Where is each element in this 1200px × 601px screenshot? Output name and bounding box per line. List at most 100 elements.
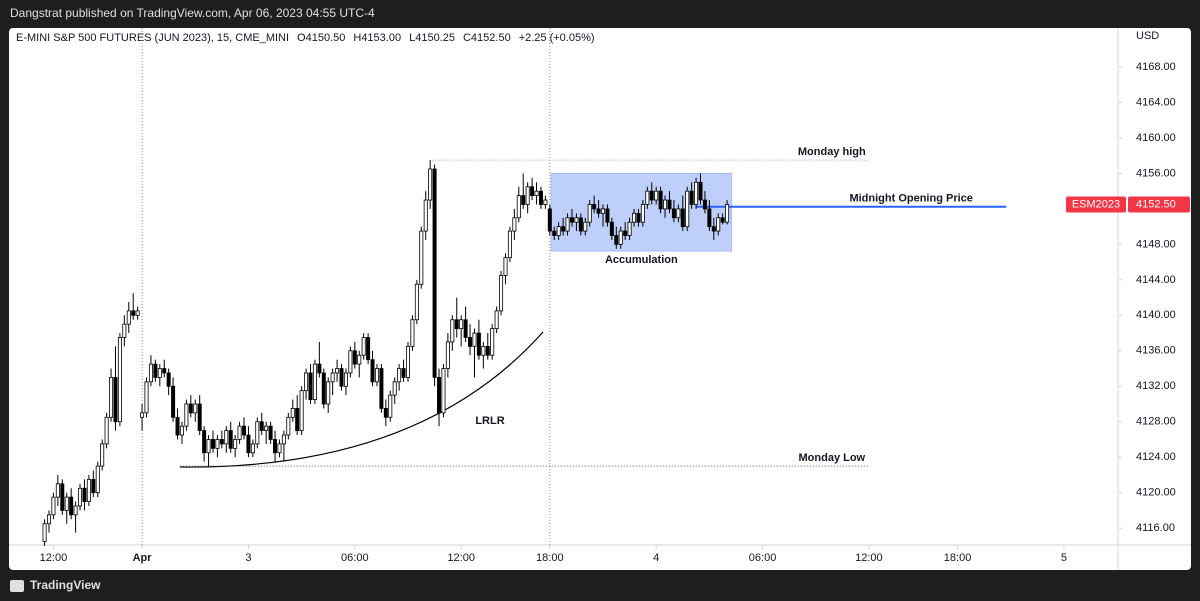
- candle-body: [122, 323, 127, 338]
- candle-body: [224, 430, 229, 445]
- candle-body: [157, 368, 162, 378]
- candle-body: [689, 190, 694, 205]
- candle-body: [228, 430, 233, 449]
- candle-body: [246, 434, 251, 454]
- candle-body: [317, 363, 322, 374]
- symbol-tag: [1066, 196, 1126, 213]
- candle-body: [525, 186, 530, 205]
- candle-body: [321, 372, 326, 405]
- candle-body: [632, 212, 637, 223]
- candle-body: [419, 230, 424, 285]
- candle-body: [538, 190, 543, 205]
- x-tick-label: 4: [653, 552, 659, 564]
- candle-body: [352, 350, 357, 365]
- candle-body: [671, 208, 676, 219]
- candle-body: [494, 310, 499, 330]
- candle-body: [649, 190, 654, 201]
- candle-body: [663, 199, 668, 210]
- candle-body: [379, 368, 384, 409]
- candle-body: [401, 368, 406, 378]
- candle-body: [521, 195, 526, 205]
- candle-body: [507, 230, 512, 259]
- candle-body: [410, 319, 415, 347]
- symbol-title: E-MINI S&P 500 FUTURES (JUN 2023), 15, C…: [16, 32, 289, 44]
- candle-body: [286, 416, 291, 436]
- curve-label: LRLR: [475, 415, 504, 427]
- candle-body: [242, 425, 247, 436]
- candle-body: [268, 425, 273, 440]
- candle-body: [645, 190, 650, 205]
- y-tick-label: 4148.00: [1136, 238, 1176, 250]
- candle-body: [47, 514, 52, 525]
- candle-body: [543, 199, 548, 205]
- candle-body: [468, 337, 473, 347]
- candle-body: [618, 230, 623, 245]
- candle-body: [193, 403, 198, 414]
- candle-body: [463, 319, 468, 338]
- candle-body: [60, 483, 65, 511]
- logo-icon: [10, 580, 24, 592]
- candle-body: [623, 230, 628, 236]
- candle-body: [335, 368, 340, 374]
- candle-body: [428, 168, 433, 201]
- candle-body: [640, 204, 645, 223]
- candle-body: [255, 421, 260, 445]
- candle-body: [485, 345, 490, 356]
- candle-body: [414, 283, 419, 321]
- candle-body: [86, 478, 91, 502]
- candle-body: [676, 208, 681, 219]
- lrlr-curve: [179, 331, 544, 468]
- ohlc-value: C4152.50: [463, 32, 511, 44]
- candle-body: [516, 195, 521, 219]
- candle-body: [64, 496, 69, 511]
- x-tick-label: 18:00: [944, 552, 972, 564]
- candle-body: [694, 181, 699, 205]
- candle-body: [219, 439, 224, 445]
- ohlc-value: O4150.50: [297, 32, 345, 44]
- candle-body: [561, 226, 566, 232]
- candle-body: [197, 403, 202, 432]
- legend: E-MINI S&P 500 FUTURES (JUN 2023), 15, C…: [16, 32, 595, 44]
- candle-body: [459, 319, 464, 330]
- candle-body: [299, 390, 304, 432]
- y-tick-label: 4140.00: [1136, 309, 1176, 321]
- last-price-tag: [1128, 196, 1190, 213]
- candle-body: [552, 230, 557, 236]
- candle-body: [264, 425, 269, 432]
- candle-body: [312, 363, 317, 400]
- annotation-label: Midnight Opening Price: [849, 193, 972, 205]
- x-tick-label: 18:00: [536, 552, 564, 564]
- candle-body: [716, 217, 721, 232]
- candle-body: [654, 190, 659, 201]
- candle-body: [82, 487, 87, 502]
- candle-body: [78, 487, 83, 507]
- candle-body: [450, 319, 455, 343]
- candle-body: [171, 385, 176, 418]
- ohlc-value: +2.25 (+0.05%): [519, 32, 595, 44]
- candle-body: [437, 376, 442, 414]
- candle-body: [601, 208, 606, 214]
- candle-body: [304, 372, 309, 392]
- candle-body: [605, 208, 610, 223]
- y-tick-label: 4124.00: [1136, 451, 1176, 463]
- candle-body: [707, 208, 712, 228]
- candle-body: [259, 421, 264, 432]
- candle-body: [569, 217, 574, 223]
- candle-body: [711, 226, 716, 232]
- x-tick-label: 12:00: [40, 552, 68, 564]
- candle-body: [210, 439, 215, 449]
- candle-body: [95, 465, 100, 494]
- chart-panel: [9, 28, 1191, 570]
- candle-body: [490, 328, 495, 356]
- publisher-line: Dangstrat published on TradingView.com, …: [10, 6, 375, 20]
- ohlc-value: H4153.00: [353, 32, 401, 44]
- candle-body: [179, 425, 184, 436]
- y-tick-label: 4116.00: [1136, 522, 1175, 534]
- annotation-label: Monday high: [798, 146, 866, 158]
- candle-body: [140, 412, 145, 418]
- candle-body: [184, 403, 189, 427]
- x-tick-label: 06:00: [341, 552, 369, 564]
- candle-body: [370, 359, 375, 383]
- candle-body: [476, 332, 481, 356]
